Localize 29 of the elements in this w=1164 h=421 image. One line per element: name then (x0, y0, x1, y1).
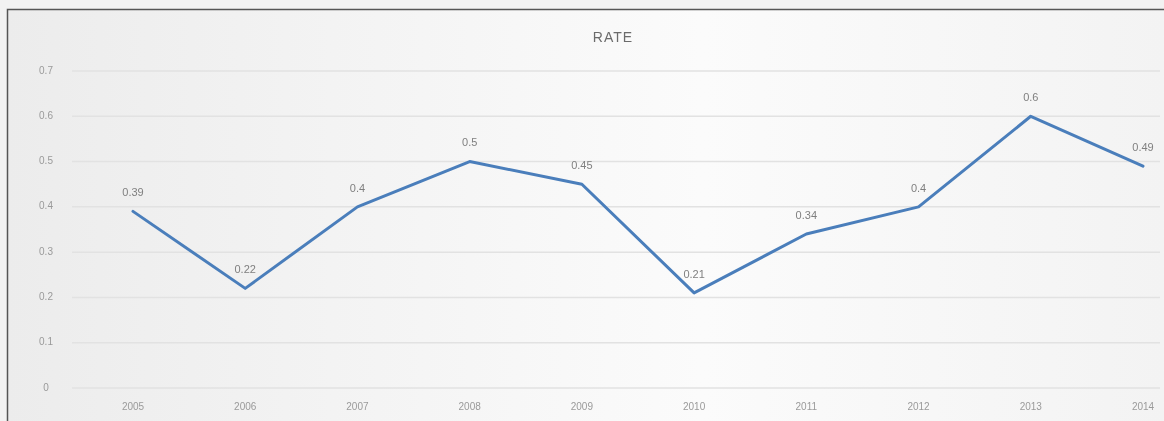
y-tick-label: 0.7 (39, 64, 54, 76)
x-tick-label: 2012 (907, 400, 931, 412)
data-label: 0.34 (795, 208, 818, 221)
data-label: 0.6 (1023, 91, 1039, 104)
x-tick-label: 2005 (121, 400, 145, 412)
x-tick-label: 2009 (570, 400, 594, 412)
y-tick-label: 0.5 (39, 155, 54, 167)
x-tick-label: 2013 (1019, 400, 1043, 412)
y-tick-label: 0.4 (39, 200, 54, 212)
data-label: 0.22 (234, 263, 256, 276)
x-tick-label: 2006 (234, 400, 257, 412)
x-tick-label: 2008 (458, 400, 482, 412)
data-label: 0.21 (683, 267, 705, 280)
x-tick-label: 2014 (1131, 400, 1155, 412)
y-tick-label: 0.3 (39, 245, 54, 257)
data-label: 0.4 (349, 181, 366, 194)
chart-title: RATE (592, 28, 634, 45)
y-tick-label: 0.1 (39, 336, 54, 348)
data-label: 0.4 (910, 181, 927, 194)
y-tick-label: 0.6 (39, 109, 54, 121)
x-tick-label: 2007 (346, 400, 369, 412)
y-tick-label: 0.2 (39, 291, 54, 303)
data-label: 0.49 (1132, 141, 1154, 154)
data-label: 0.39 (122, 186, 144, 199)
x-tick-label: 2011 (795, 400, 818, 412)
x-tick-label: 2010 (682, 400, 706, 412)
data-label: 0.5 (462, 136, 478, 149)
data-label: 0.45 (571, 159, 593, 172)
y-tick-label: 0 (43, 381, 50, 393)
